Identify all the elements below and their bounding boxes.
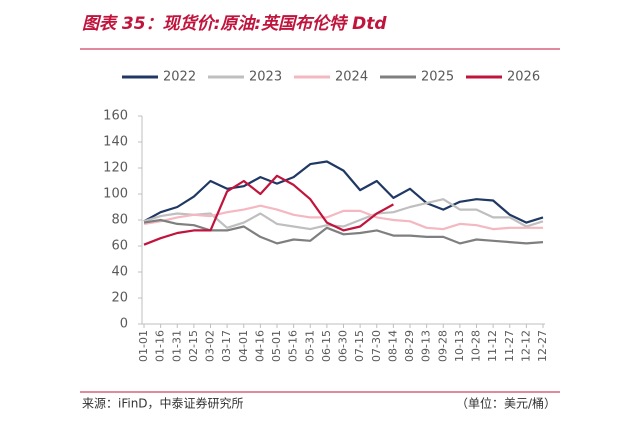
x-tick-label: 07-15 [353, 330, 366, 362]
y-tick-label: 20 [111, 291, 128, 306]
y-tick-label: 0 [120, 317, 128, 332]
x-tick-label: 01-31 [170, 330, 183, 362]
x-tick-label: 03-17 [220, 330, 233, 362]
y-tick-label: 140 [103, 135, 128, 150]
legend-label: 2023 [249, 70, 282, 85]
x-tick-label: 01-16 [154, 330, 167, 362]
x-tick-label: 05-16 [287, 330, 300, 362]
x-tick-label: 07-30 [370, 330, 383, 362]
y-tick-label: 80 [111, 213, 128, 228]
x-tick-label: 01-01 [137, 330, 150, 362]
x-tick-label: 12-12 [519, 330, 532, 362]
x-tick-label: 06-30 [337, 330, 350, 362]
x-tick-label: 09-28 [436, 330, 449, 362]
x-tick-label: 12-27 [536, 330, 549, 362]
x-tick-label: 10-28 [470, 330, 483, 362]
legend-label: 2025 [421, 70, 454, 85]
x-tick-label: 09-13 [420, 330, 433, 362]
x-tick-label: 03-02 [204, 330, 217, 362]
legend-label: 2026 [507, 70, 540, 85]
source-note: 来源：iFinD，中泰证券研究所 [82, 396, 244, 411]
unit-note: （单位：美元/桶） [456, 396, 556, 411]
x-tick-label: 04-16 [253, 330, 266, 362]
y-tick-label: 160 [103, 109, 128, 124]
series-line [143, 218, 544, 245]
series-line [143, 160, 544, 224]
legend-label: 2022 [163, 70, 196, 85]
y-tick-label: 60 [111, 239, 128, 254]
y-tick-label: 40 [111, 265, 128, 280]
y-tick-label: 100 [103, 187, 128, 202]
y-tick-label: 120 [103, 161, 128, 176]
x-tick-label: 05-01 [270, 330, 283, 362]
x-tick-label: 02-15 [187, 330, 200, 362]
series-line [143, 198, 544, 231]
x-tick-label: 08-29 [403, 330, 416, 362]
x-tick-label: 10-13 [453, 330, 466, 362]
x-tick-label: 06-15 [320, 330, 333, 362]
x-tick-label: 11-27 [503, 330, 516, 362]
series-line [143, 174, 394, 246]
legend-label: 2024 [335, 70, 368, 85]
x-tick-label: 11-12 [486, 330, 499, 362]
series-line [143, 204, 543, 231]
chart-title: 图表 35：现货价:原油:英国布伦特 Dtd [82, 14, 387, 34]
x-tick-label: 05-31 [303, 330, 316, 362]
x-tick-label: 08-14 [386, 330, 399, 362]
x-tick-label: 04-01 [237, 330, 250, 362]
